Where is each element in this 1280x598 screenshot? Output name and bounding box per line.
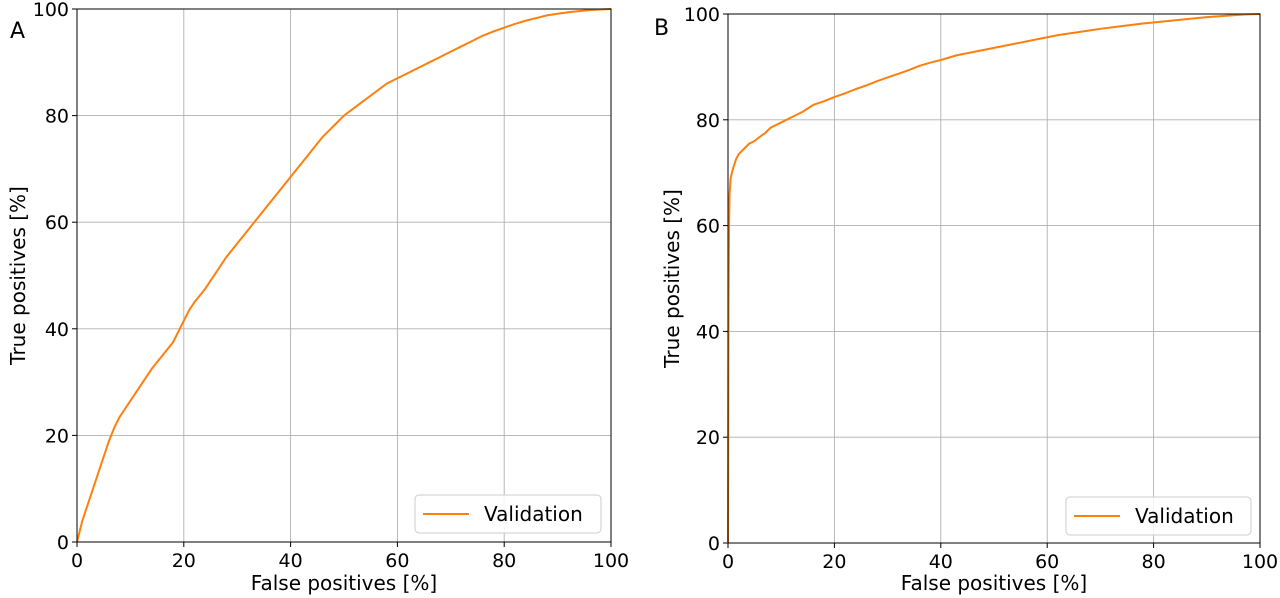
panel-b-x-tick-label: 60 (1035, 551, 1059, 573)
panel-b-y-axis-label: True positives [%] (660, 189, 684, 369)
panel-a-series-line (76, 8, 612, 543)
panel-b-x-tick-label: 0 (722, 551, 734, 573)
panel-a-legend-box (414, 494, 602, 534)
panel-b-x-axis-label: False positives [%] (901, 571, 1087, 595)
panel-a-plot-frame (76, 8, 612, 543)
panel-b-plot-frame (727, 13, 1261, 544)
panel-b-y-tick-label: 0 (708, 533, 720, 555)
panel-b-y-tick-label: 100 (684, 4, 720, 26)
panel-b-x-tick-label: 40 (929, 551, 953, 573)
panel-b-letter: B (654, 16, 669, 41)
panel-a-x-tick-label: 100 (593, 550, 629, 572)
panel-b-y-tick-label: 20 (696, 427, 720, 449)
panel-a-letter: A (10, 19, 25, 44)
panel-a-x-tick-label: 80 (492, 550, 516, 572)
panel-a-x-tick-label: 0 (71, 550, 83, 572)
panel-b-y-tick-label: 40 (696, 321, 720, 343)
panel-a-x-tick-label: 20 (172, 550, 196, 572)
panel-a-y-tick-label: 40 (45, 319, 69, 341)
panel-a-legend-label: Validation (484, 502, 583, 526)
panel-a-y-tick-label: 0 (57, 532, 69, 554)
panel-b-x-tick-label: 80 (1142, 551, 1166, 573)
panel-b-x-tick-label: 20 (822, 551, 846, 573)
panel-b-series-line (727, 13, 1261, 544)
panel-b-legend-label: Validation (1135, 504, 1234, 528)
panel-a-y-tick-label: 80 (45, 106, 69, 128)
panel-a-x-axis-label: False positives [%] (251, 571, 437, 595)
panel-b-y-tick-label: 80 (696, 110, 720, 132)
panel-b-y-tick-label: 60 (696, 216, 720, 238)
panel-b-legend-box (1065, 496, 1252, 536)
panel-a-y-tick-label: 100 (33, 0, 69, 21)
panel-b-x-tick-label: 100 (1242, 551, 1278, 573)
panel-a-x-tick-label: 40 (279, 550, 303, 572)
panel-a-y-tick-label: 60 (45, 212, 69, 234)
panel-a-y-tick-label: 20 (45, 425, 69, 447)
panel-a-x-tick-label: 60 (385, 550, 409, 572)
panel-a-y-axis-label: True positives [%] (6, 186, 30, 366)
